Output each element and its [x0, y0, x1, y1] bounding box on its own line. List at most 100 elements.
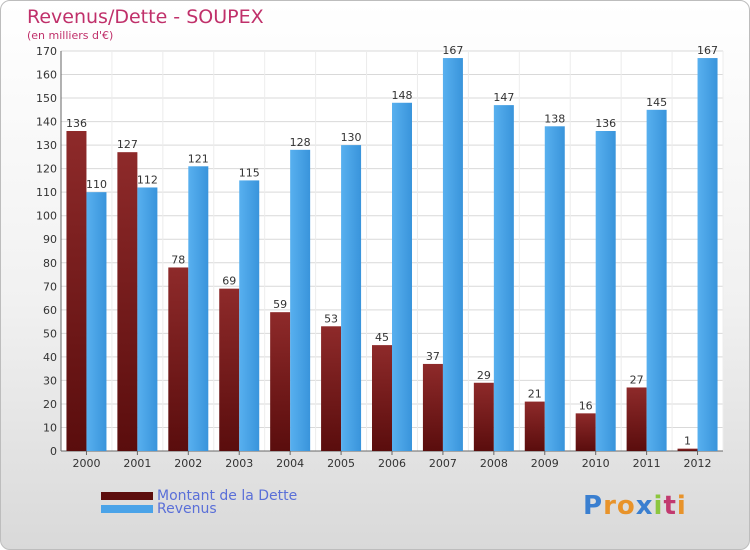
x-tick-label: 2009 — [531, 457, 559, 470]
bar-revenue — [86, 192, 107, 452]
y-tick-label: 100 — [36, 210, 57, 223]
bar-debt — [168, 267, 189, 451]
y-tick-label: 90 — [43, 233, 57, 246]
data-label-debt: 1 — [684, 435, 691, 448]
y-tick-label: 80 — [43, 257, 57, 270]
data-label-debt: 27 — [630, 373, 644, 386]
bar-revenue — [392, 102, 412, 451]
logo-letter: r — [603, 491, 617, 521]
bar-revenue — [544, 126, 565, 451]
data-label-revenue: 167 — [442, 44, 463, 57]
data-label-debt: 16 — [579, 399, 593, 412]
y-tick-label: 150 — [36, 92, 57, 105]
y-tick-label: 60 — [43, 304, 57, 317]
data-label-revenue: 148 — [392, 89, 413, 102]
x-tick-label: 2010 — [582, 457, 610, 470]
data-label-revenue: 112 — [137, 173, 158, 186]
proxiti-logo: Proxiti — [583, 491, 687, 521]
x-tick-label: 2012 — [684, 457, 712, 470]
data-label-debt: 59 — [273, 298, 287, 311]
data-label-revenue: 147 — [493, 91, 514, 104]
y-tick-label: 110 — [36, 186, 57, 199]
y-tick-label: 40 — [43, 351, 57, 364]
x-tick-label: 2000 — [72, 457, 100, 470]
y-tick-label: 70 — [43, 280, 57, 293]
data-label-revenue: 121 — [188, 152, 209, 165]
bar-debt — [473, 382, 494, 451]
data-label-debt: 136 — [66, 117, 87, 130]
bar-revenue — [442, 58, 463, 451]
bar-debt — [270, 312, 291, 451]
x-tick-label: 2004 — [276, 457, 304, 470]
bar-revenue — [493, 105, 514, 451]
x-tick-label: 2002 — [174, 457, 202, 470]
bar-debt — [677, 448, 698, 451]
bar-debt — [321, 326, 342, 451]
data-label-debt: 78 — [171, 253, 185, 266]
data-label-revenue: 130 — [341, 131, 362, 144]
legend-label-revenue: Revenus — [157, 501, 217, 517]
bar-debt — [372, 345, 392, 451]
logo-letter: i — [653, 491, 664, 521]
bar-debt — [626, 387, 647, 451]
data-label-debt: 29 — [477, 369, 491, 382]
logo-letter: t — [663, 491, 677, 521]
x-tick-label: 2007 — [429, 457, 457, 470]
y-tick-label: 160 — [36, 69, 57, 82]
y-tick-label: 170 — [36, 45, 57, 58]
data-label-debt: 53 — [324, 312, 338, 325]
data-label-debt: 69 — [222, 275, 236, 288]
x-tick-label: 2008 — [480, 457, 508, 470]
logo-letter: i — [676, 491, 687, 521]
bar-revenue — [697, 58, 718, 451]
y-tick-label: 50 — [43, 327, 57, 340]
bar-revenue — [341, 145, 362, 451]
logo-letter: o — [616, 491, 636, 521]
chart-title: Revenus/Dette - SOUPEX — [27, 6, 264, 28]
bar-revenue — [595, 131, 616, 451]
legend-item-revenue: Revenus — [101, 501, 217, 517]
bar-revenue — [646, 109, 667, 451]
logo-letter: P — [583, 491, 604, 521]
y-tick-label: 0 — [50, 445, 57, 458]
bar-debt — [117, 152, 138, 452]
x-tick-label: 2006 — [378, 457, 406, 470]
bar-debt — [575, 413, 596, 451]
bar-revenue — [188, 166, 209, 451]
data-label-revenue: 128 — [290, 136, 311, 149]
bar-revenue — [239, 180, 260, 452]
y-tick-label: 130 — [36, 139, 57, 152]
data-label-debt: 127 — [117, 138, 138, 151]
y-tick-label: 140 — [36, 116, 57, 129]
legend-swatch-revenue — [101, 505, 153, 513]
data-label-revenue: 167 — [697, 44, 718, 57]
x-tick-label: 2003 — [225, 457, 253, 470]
logo-letter: x — [635, 491, 654, 521]
x-tick-label: 2001 — [123, 457, 151, 470]
chart-subtitle: (en milliers d'€) — [27, 29, 114, 42]
data-label-revenue: 110 — [86, 178, 107, 191]
bar-revenue — [290, 149, 311, 451]
bar-debt — [219, 288, 240, 451]
bar-debt — [422, 363, 443, 451]
data-label-debt: 37 — [426, 350, 440, 363]
legend-swatch-debt — [101, 492, 153, 500]
data-label-revenue: 145 — [646, 96, 667, 109]
x-tick-label: 2011 — [633, 457, 661, 470]
bar-debt — [66, 131, 87, 451]
data-label-revenue: 115 — [239, 166, 260, 179]
legend-item-debt: Montant de la Dette — [101, 488, 297, 504]
bar-debt — [524, 401, 545, 451]
data-label-debt: 21 — [528, 388, 542, 401]
y-tick-label: 30 — [43, 374, 57, 387]
data-label-revenue: 138 — [544, 112, 565, 125]
bar-revenue — [137, 187, 158, 451]
x-tick-label: 2005 — [327, 457, 355, 470]
data-label-revenue: 136 — [595, 117, 616, 130]
y-tick-label: 20 — [43, 398, 57, 411]
y-tick-label: 120 — [36, 163, 57, 176]
y-tick-label: 10 — [43, 421, 57, 434]
legend-label-debt: Montant de la Dette — [157, 488, 298, 504]
